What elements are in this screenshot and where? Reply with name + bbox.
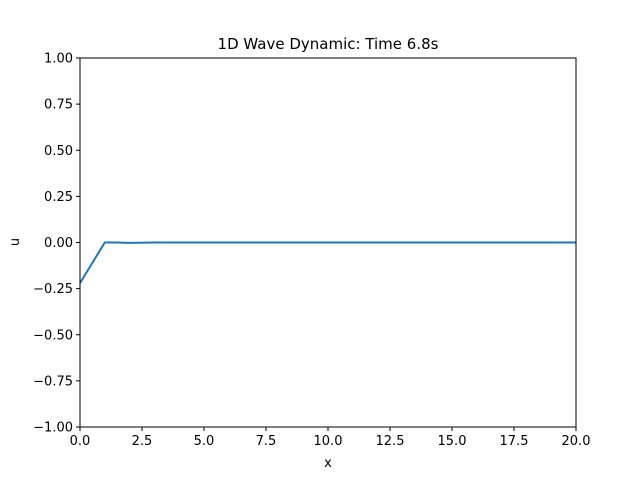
y-tick-label: −0.25 — [33, 282, 73, 297]
x-tick-label: 15.0 — [438, 434, 467, 449]
x-tick-label: 0.0 — [70, 434, 91, 449]
x-axis-ticks: 0.0 2.5 5.0 7.5 10.0 12.5 15.0 17.5 20.0 — [70, 427, 591, 449]
plot-area — [79, 57, 577, 428]
chart-title: 1D Wave Dynamic: Time 6.8s — [218, 35, 439, 53]
series-line-0 — [79, 241, 576, 284]
y-tick-label: −0.75 — [33, 374, 73, 389]
x-tick-label: 2.5 — [132, 434, 153, 449]
x-tick-label: 7.5 — [256, 434, 277, 449]
x-tick-label: 5.0 — [194, 434, 215, 449]
y-tick-label: 1.00 — [44, 52, 73, 67]
y-axis-label: u — [8, 238, 23, 246]
y-axis-ticks: −1.00 −0.75 −0.50 −0.25 0.00 0.25 0.50 0.75 1.00 — [33, 52, 80, 436]
x-tick-label: 12.5 — [376, 434, 405, 449]
y-tick-label: 0.75 — [44, 98, 73, 113]
x-tick-label: 10.0 — [314, 434, 343, 449]
x-tick-label: 17.5 — [500, 434, 529, 449]
y-tick-label: 0.50 — [44, 144, 73, 159]
y-tick-label: 0.00 — [44, 236, 73, 251]
y-tick-label: −0.50 — [33, 328, 73, 343]
x-axis-label: x — [324, 456, 332, 471]
y-tick-label: −1.00 — [33, 421, 73, 436]
y-tick-label: 0.25 — [44, 190, 73, 205]
x-tick-label: 20.0 — [562, 434, 591, 449]
